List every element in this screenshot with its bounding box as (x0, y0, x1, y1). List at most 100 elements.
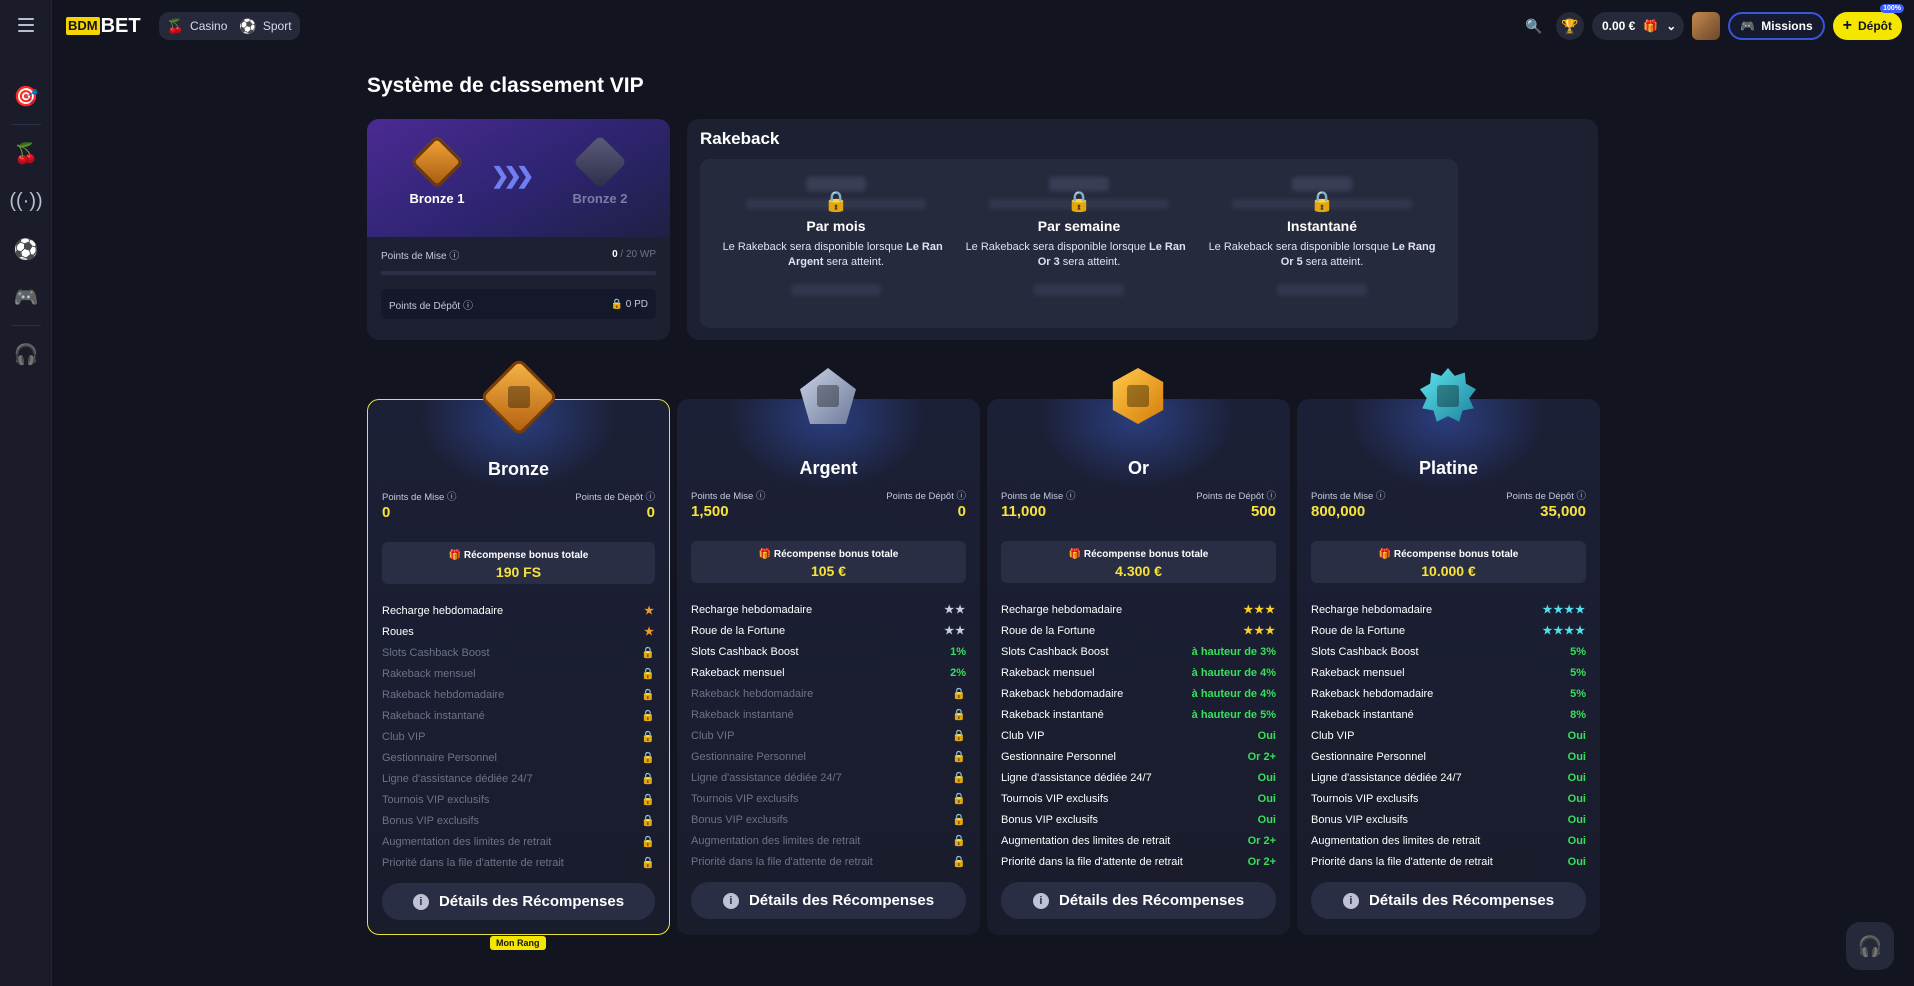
avatar[interactable] (1692, 12, 1721, 40)
feature-row: Augmentation des limites de retrait Oui (1311, 830, 1586, 851)
wager-progress-bar (381, 271, 656, 275)
lock-icon: 🔒 (952, 730, 966, 742)
feature-label: Priorité dans la file d'attente de retra… (382, 856, 564, 869)
feature-row: Augmentation des limites de retrait 🔒 (691, 830, 966, 851)
feature-label: Bonus VIP exclusifs (1001, 813, 1099, 826)
nav-sport[interactable]: ⚽ Sport (239, 18, 291, 35)
feature-label: Ligne d'assistance dédiée 24/7 (1001, 771, 1152, 784)
support-button[interactable]: 🎧 (1846, 922, 1894, 970)
bonus-label-text: Récompense bonus totale (1393, 549, 1519, 560)
feature-row: Priorité dans la file d'attente de retra… (382, 852, 655, 873)
football-icon[interactable]: ⚽ (13, 238, 39, 261)
feature-value: Or 2+ (1247, 855, 1276, 868)
feature-value: Oui (1257, 813, 1276, 826)
deposit-points-label-text: Points de Dépôt (1506, 491, 1574, 502)
feature-label: Recharge hebdomadaire (1311, 603, 1433, 616)
lock-icon: 🔒 (952, 856, 966, 868)
bonus-label-text: Récompense bonus totale (773, 549, 899, 560)
gift-icon: 🎁 (758, 549, 772, 560)
info-icon: i (412, 893, 429, 910)
lock-icon: 🔒 (641, 689, 655, 701)
deposit-points-label: Points de Dépôt ⓘ (886, 491, 966, 502)
feature-row: Slots Cashback Boost 5% (1311, 641, 1586, 662)
feature-label: Recharge hebdomadaire (382, 604, 504, 617)
feature-row: Gestionnaire Personnel Or 2+ (1001, 746, 1276, 767)
search-icon[interactable]: 🔍 (1525, 17, 1543, 34)
feature-row: Recharge hebdomadaire ★★★★ (1311, 599, 1586, 620)
rakeback-card-message: Le Rakeback sera disponible lorsque Le R… (1208, 240, 1436, 270)
feature-label: Slots Cashback Boost (1311, 645, 1419, 658)
info-icon: i (722, 892, 739, 909)
target-icon[interactable]: 🎯 (13, 85, 39, 108)
feature-value: 5% (1570, 687, 1586, 700)
trophy-icon[interactable]: 🏆 (1555, 12, 1584, 40)
feature-label: Roues (382, 625, 414, 638)
feature-row: Slots Cashback Boost à hauteur de 3% (1001, 641, 1276, 662)
deposit-label: Dépôt (1858, 19, 1892, 33)
blurred-placeholder (791, 284, 881, 296)
live-icon[interactable]: ((·)) (9, 189, 43, 212)
feature-row: Bonus VIP exclusifs Oui (1311, 809, 1586, 830)
nav-sport-label: Sport (262, 19, 292, 33)
reward-details-button[interactable]: i Détails des Récompenses (382, 883, 655, 920)
gamepad-icon[interactable]: 🎮 (13, 286, 39, 309)
tier-badge-icon (1415, 363, 1481, 429)
reward-details-button[interactable]: i Détails des Récompenses (691, 882, 966, 919)
brand-logo[interactable]: BDM BET (66, 15, 141, 38)
deposit-points-value: 35,000 (1540, 503, 1586, 520)
feature-value: 8% (1570, 708, 1586, 721)
nav-casino[interactable]: 🍒 Casino (167, 18, 228, 35)
feature-value: Oui (1567, 771, 1586, 784)
deposit-points-row: Points de Dépôt ⓘ 🔒 0 PD (381, 289, 656, 319)
feature-label: Tournois VIP exclusifs (691, 792, 799, 805)
blurred-placeholder (806, 177, 866, 191)
wallet-balance[interactable]: 0.00 € 🎁 ⌄ (1591, 12, 1685, 40)
deposit-points-value: 500 (1250, 503, 1276, 520)
rakeback-msg-text: Le Rakeback sera disponible lorsque (722, 241, 907, 253)
next-rank-label: Bronze 2 (572, 191, 628, 206)
tier-card-or: Or Points de Mise ⓘ Points de Dépôt ⓘ 11,… (987, 368, 1290, 935)
rakeback-card-name: Instantané (1286, 218, 1357, 234)
feature-label: Tournois VIP exclusifs (1311, 792, 1419, 805)
feature-row: Roue de la Fortune ★★★ (1001, 620, 1276, 641)
feature-value: Oui (1567, 750, 1586, 763)
reward-details-button[interactable]: i Détails des Récompenses (1311, 882, 1586, 919)
feature-label: Augmentation des limites de retrait (691, 834, 861, 847)
feature-row: Ligne d'assistance dédiée 24/7 Oui (1311, 767, 1586, 788)
menu-icon[interactable] (12, 14, 40, 36)
topbar: BDM BET 🍒 Casino ⚽ Sport 🔍 🏆 0.00 € 🎁 ⌄ 🎮 … (52, 0, 1914, 52)
rakeback-msg-end: sera atteint. (1302, 256, 1364, 268)
wager-points-label: Points de Mise ⓘ (1311, 491, 1386, 502)
lock-icon: 🔒 (952, 751, 966, 763)
feature-label: Roue de la Fortune (691, 624, 786, 637)
rakeback-msg-end: sera atteint. (823, 256, 885, 268)
feature-label: Rakeback mensuel (382, 667, 476, 680)
bonus-label: 🎁 Récompense bonus totale (1311, 549, 1586, 560)
rakeback-msg-rank: Le Rang Argent (788, 241, 950, 268)
info-icon[interactable]: ⓘ (449, 250, 460, 262)
reward-details-button[interactable]: i Détails des Récompenses (1001, 882, 1276, 919)
blurred-placeholder (989, 199, 1169, 209)
feature-value: à hauteur de 5% (1191, 708, 1276, 721)
bonus-label: 🎁 Récompense bonus totale (691, 549, 966, 560)
feature-row: Slots Cashback Boost 1% (691, 641, 966, 662)
rakeback-card-2: 🔒 Instantané Le Rakeback sera disponible… (1186, 159, 1458, 328)
gift-icon: 🎁 (1068, 549, 1082, 560)
star-icon: ★★ (944, 625, 966, 637)
feature-row: Ligne d'assistance dédiée 24/7 🔒 (382, 768, 655, 789)
missions-button[interactable]: 🎮 Missions (1728, 12, 1825, 40)
bonus-value: 105 € (810, 563, 847, 579)
feature-row: Ligne d'assistance dédiée 24/7 🔒 (691, 767, 966, 788)
feature-row: Recharge hebdomadaire ★★ (691, 599, 966, 620)
info-icon[interactable]: ⓘ (462, 300, 473, 312)
lock-icon: 🔒 (952, 814, 966, 826)
feature-label: Rakeback instantané (1311, 708, 1414, 721)
feature-row: Ligne d'assistance dédiée 24/7 Oui (1001, 767, 1276, 788)
headset-icon[interactable]: 🎧 (13, 343, 39, 366)
wager-points-row: Points de Mise ⓘ 0 / 20 WP (367, 237, 670, 271)
deposit-button[interactable]: + Dépôt 100% (1832, 4, 1904, 40)
lock-icon: 🔒 (952, 688, 966, 700)
feature-value: Oui (1257, 771, 1276, 784)
cherry-icon[interactable]: 🍒 (13, 142, 39, 165)
feature-label: Rakeback hebdomadaire (1311, 687, 1434, 700)
